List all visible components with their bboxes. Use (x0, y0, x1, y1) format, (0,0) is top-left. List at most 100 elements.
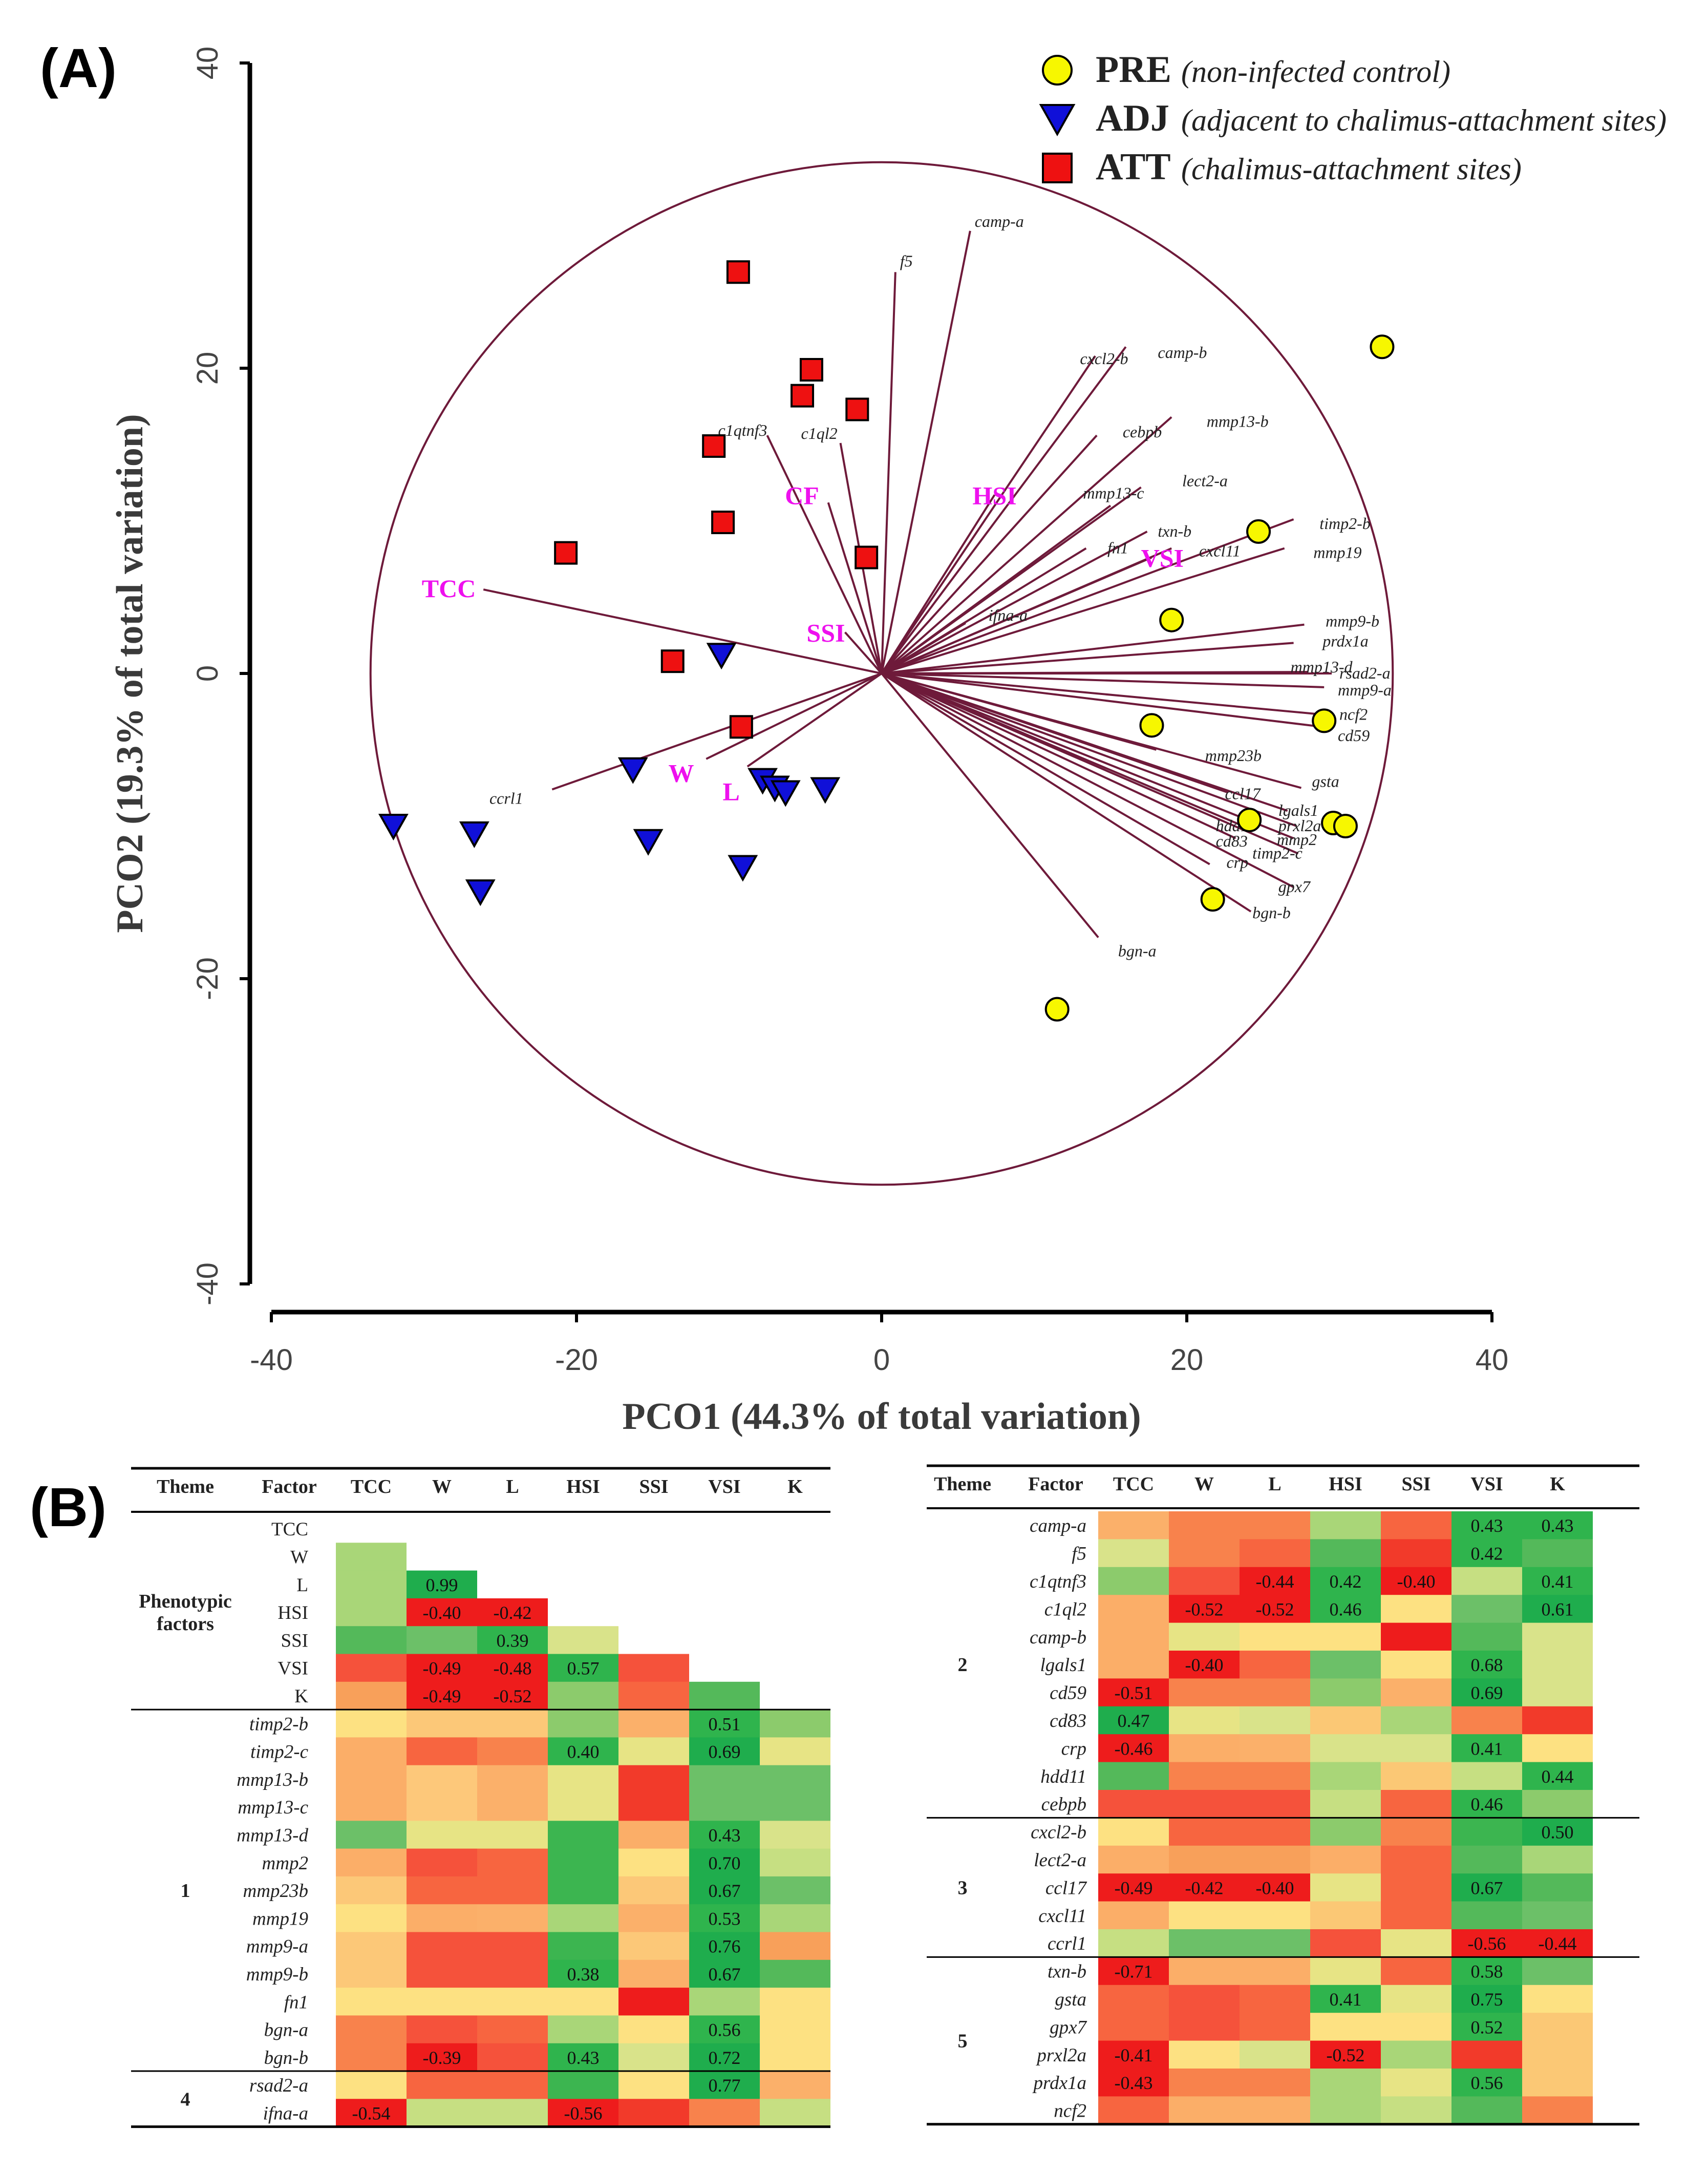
heatmap-cell (548, 1793, 618, 1821)
heatmap-cell (548, 1932, 618, 1960)
heatmap-cell (1169, 1901, 1240, 1930)
heatmap-cell (336, 2015, 407, 2044)
heatmap-cell (1310, 2013, 1381, 2041)
heatmap-value: 0.67 (1471, 1877, 1503, 1898)
heatmap-cell (689, 2099, 760, 2127)
vector-c1qtnf3 (766, 435, 883, 674)
vector-label-bgn-a: bgn-a (1118, 941, 1157, 960)
heatmap-cell (1098, 1790, 1169, 1818)
point-adj (706, 643, 737, 670)
heatmap-cell (407, 1848, 477, 1877)
table-header-vsi: VSI (708, 1476, 740, 1497)
heatmap-value: 0.75 (1471, 1989, 1503, 2010)
heatmap-cell (1169, 1790, 1240, 1818)
point-pre (1246, 519, 1271, 544)
heatmap-cell (760, 1793, 830, 1821)
heatmap-cell (1169, 1539, 1240, 1568)
heatmap-cell (1522, 1845, 1593, 1874)
heatmap-cell (477, 1654, 548, 1682)
heatmap-cell (618, 1959, 689, 1988)
y-tick-label: 40 (191, 47, 224, 80)
vector-hsi (881, 494, 996, 674)
vector-txn-b (881, 531, 1148, 674)
vector-f5 (881, 272, 896, 674)
heatmap-cell (1098, 1985, 1169, 2013)
legend-desc-adj: (adjacent to chalimus-attachment sites) (1181, 103, 1667, 137)
heatmap-cell (1522, 2069, 1593, 2097)
heatmap-cell (407, 1988, 477, 2016)
heatmap-cell (760, 2071, 830, 2099)
legend: PRE (non-infected control) ADJ (adjacent… (1039, 49, 1667, 188)
y-tick-label: 0 (191, 665, 224, 682)
heatmap-cell (1240, 1595, 1310, 1623)
factor-label: timp2-c (250, 1742, 309, 1763)
vector-label-ccl17: ccl17 (1225, 784, 1262, 803)
heatmap-cell (336, 1904, 407, 1932)
heatmap-value: 0.50 (1542, 1822, 1574, 1843)
heatmap-value: -0.51 (1115, 1683, 1153, 1703)
legend-marker-att (1042, 153, 1073, 183)
heatmap-cell (1381, 1873, 1451, 1902)
heatmap-cell (1098, 1873, 1169, 1902)
legend-desc-pre: (non-infected control) (1181, 55, 1450, 89)
vector-ncf2 (881, 672, 1325, 716)
factor-label: HSI (277, 1602, 308, 1623)
heatmap-cell (1522, 1651, 1593, 1679)
factor-label: f5 (1072, 1544, 1086, 1565)
heatmap-cell (1240, 1567, 1310, 1595)
heatmap-cell (760, 1737, 830, 1766)
heatmap-cell (1310, 1622, 1381, 1651)
point-adj (728, 855, 758, 882)
vector-l (746, 672, 883, 768)
table-header-factor: Factor (262, 1476, 317, 1497)
heatmap-cell (760, 1848, 830, 1877)
vector-mmp13-b (881, 416, 1172, 674)
heatmap-value: 0.67 (709, 1964, 741, 1985)
heatmap-cell (1310, 1818, 1381, 1846)
x-tick-label: 0 (873, 1343, 890, 1377)
heatmap-cell (618, 1737, 689, 1766)
heatmap-cell (1098, 1929, 1169, 1957)
vector-vsi (881, 556, 1152, 674)
heatmap-cell (1381, 1762, 1451, 1790)
heatmap-cell (1169, 1678, 1240, 1707)
heatmap-cell (1451, 1873, 1522, 1902)
table-header-vsi: VSI (1470, 1473, 1503, 1495)
heatmap-cell (618, 1710, 689, 1738)
heatmap-cell (1240, 1845, 1310, 1874)
heatmap-value: 0.58 (1471, 1961, 1503, 1982)
heatmap-cell (1310, 1734, 1381, 1763)
factor-label: cd59 (1050, 1683, 1086, 1704)
heatmap-cell (1522, 2096, 1593, 2125)
x-tick-label: 20 (1170, 1343, 1204, 1377)
y-tick-label: -20 (191, 957, 224, 1000)
point-att (855, 545, 879, 569)
vector-label-cebpb: cebpb (1123, 423, 1162, 441)
vector-label-mmp2: mmp2 (1277, 830, 1317, 849)
heatmap-value: 0.46 (1330, 1599, 1362, 1619)
heatmap-cell (407, 1904, 477, 1932)
y-tick-label: -40 (191, 1262, 224, 1305)
heatmap-cell (1098, 1567, 1169, 1595)
heatmap-cell (1522, 1873, 1593, 1902)
heatmap-cell (477, 1793, 548, 1821)
heatmap-cell (477, 1932, 548, 1960)
vector-label-timp2-b: timp2-b (1319, 514, 1371, 533)
heatmap-cell (548, 1959, 618, 1988)
heatmap-cell (1381, 2013, 1451, 2041)
factor-label: SSI (281, 1630, 308, 1651)
factor-label: lgals1 (1040, 1655, 1086, 1676)
heatmap-cell (1381, 1818, 1451, 1846)
heatmap-cell (1240, 2096, 1310, 2125)
vector-lines (483, 230, 1332, 938)
heatmap-cell (1098, 1818, 1169, 1846)
heatmap-cell (1381, 1845, 1451, 1874)
heatmap-value: 0.40 (567, 1742, 600, 1762)
heatmap-cell (1522, 1678, 1593, 1707)
vector-label-tcc: TCC (422, 574, 476, 603)
vector-timp2-b (881, 518, 1294, 674)
heatmap-value: 0.41 (1471, 1738, 1503, 1759)
point-att (554, 541, 578, 565)
heatmap-cell (548, 1876, 618, 1905)
point-adj (465, 879, 496, 906)
